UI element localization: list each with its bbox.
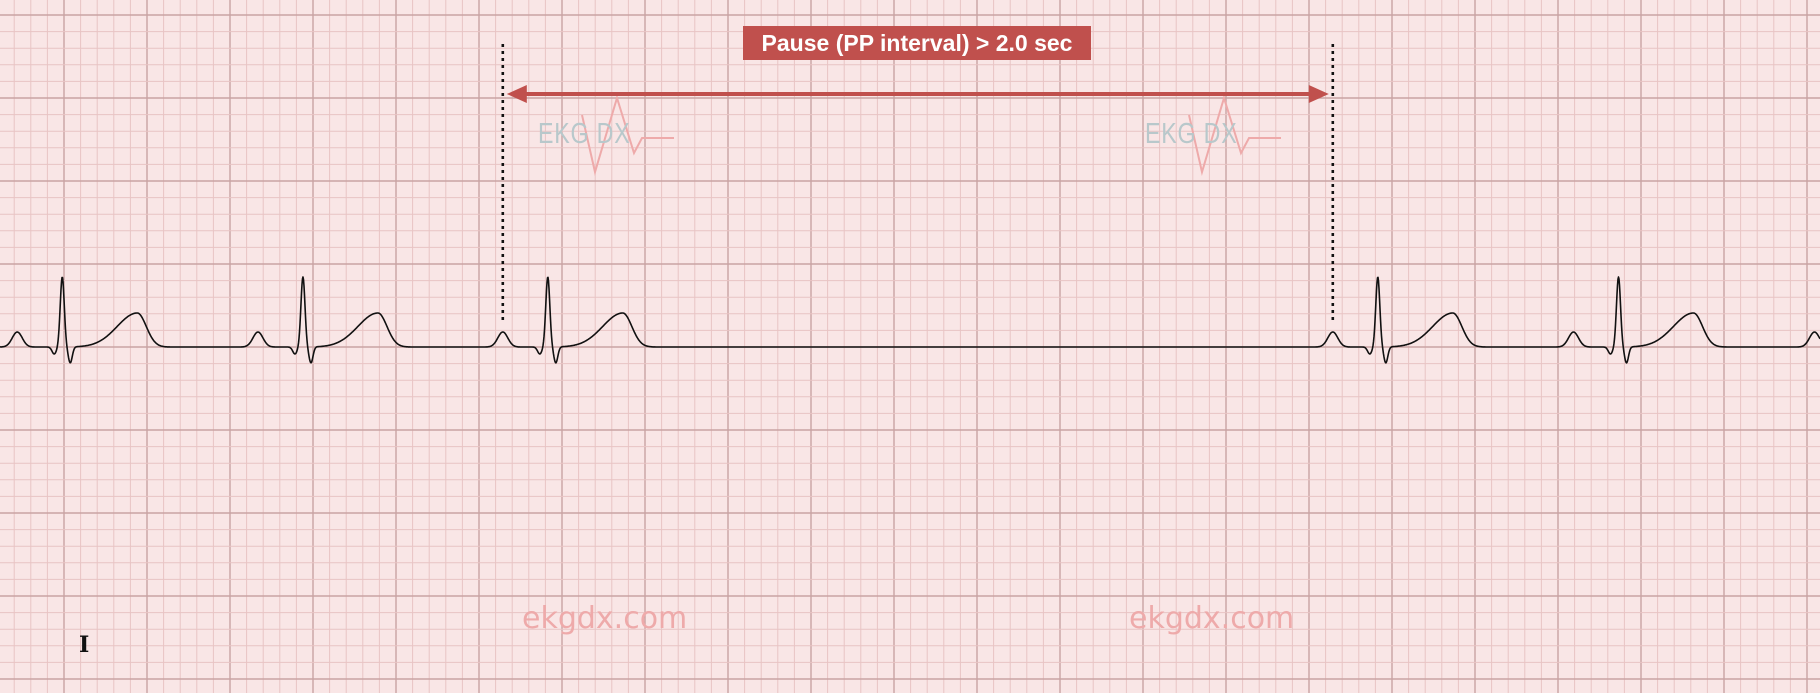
pause-markers [501,44,1335,323]
lead-label: I [79,632,90,658]
site-watermark: ekgdx.com [1129,601,1295,636]
logo-zigzag [581,94,674,176]
arrow-head-right [1308,85,1329,103]
logo-watermark-text: EKG DX [538,118,631,150]
pause-label: Pause (PP interval) > 2.0 sec [743,26,1091,60]
ecg-trace [0,276,1820,364]
logo-zigzag [1188,94,1281,176]
watermark-logos [581,94,1281,176]
site-watermark: ekgdx.com [522,601,688,636]
logo-watermark-text: EKG DX [1145,118,1238,150]
arrow-head-left [506,85,527,103]
